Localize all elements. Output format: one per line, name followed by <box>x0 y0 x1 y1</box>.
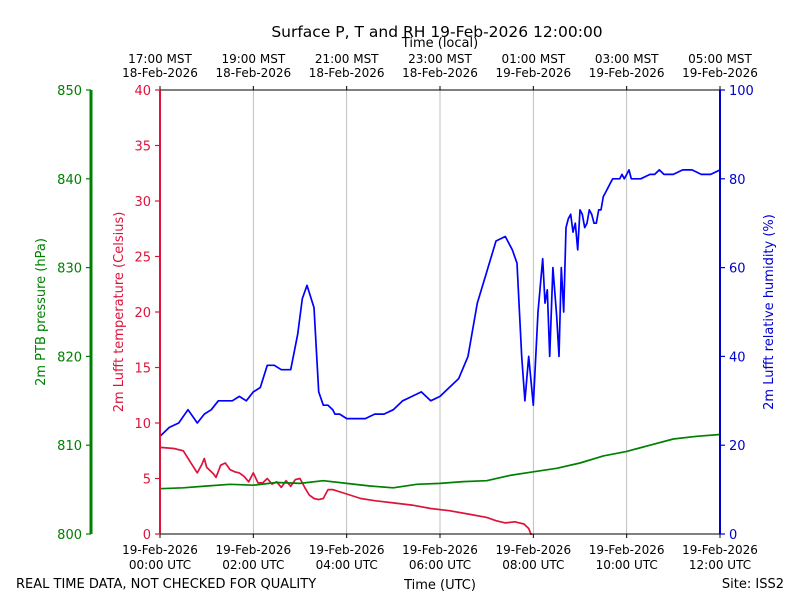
x-tick-date: 19-Feb-2026 <box>215 543 291 557</box>
top-tick-time: 05:00 MST <box>688 52 752 66</box>
temperature-axis-label: 2m Lufft temperature (Celsius) <box>112 212 127 413</box>
x-tick-time: 02:00 UTC <box>222 558 284 572</box>
humidity-tick-label: 80 <box>729 173 746 188</box>
humidity-tick-label: 20 <box>729 439 746 454</box>
temperature-tick-label: 20 <box>134 306 151 321</box>
top-tick-time: 23:00 MST <box>408 52 472 66</box>
pressure-tick-label: 810 <box>57 439 82 454</box>
top-tick-date: 18-Feb-2026 <box>122 66 198 80</box>
temperature-series-line <box>160 446 533 535</box>
pressure-tick-label: 850 <box>57 84 82 99</box>
x-gridlines <box>252 90 628 534</box>
x-tick-time: 04:00 UTC <box>316 558 378 572</box>
top-tick-date: 19-Feb-2026 <box>682 66 758 80</box>
x-tick-date: 19-Feb-2026 <box>682 543 758 557</box>
series-layer <box>160 169 720 535</box>
x-tick-date: 19-Feb-2026 <box>589 543 665 557</box>
pressure-tick-label: 840 <box>57 173 82 188</box>
humidity-tick-label: 40 <box>729 350 746 365</box>
humidity-tick-label: 60 <box>729 262 746 277</box>
bottom-x-axis-label: Time (UTC) <box>403 578 476 593</box>
top-tick-date: 18-Feb-2026 <box>215 66 291 80</box>
pressure-series-line <box>160 433 720 490</box>
site-label: Site: ISS2 <box>722 577 784 592</box>
x-tick-date: 19-Feb-2026 <box>402 543 478 557</box>
pressure-tick-label: 820 <box>57 350 82 365</box>
humidity-axis-label: 2m Lufft relative humidity (%) <box>762 214 777 410</box>
temperature-tick-label: 30 <box>134 195 151 210</box>
top-tick-date: 19-Feb-2026 <box>495 66 571 80</box>
x-tick-date: 19-Feb-2026 <box>309 543 385 557</box>
x-tick-time: 00:00 UTC <box>129 558 191 572</box>
temperature-tick-label: 15 <box>134 362 151 377</box>
x-tick-time: 10:00 UTC <box>596 558 658 572</box>
humidity-tick-label: 0 <box>729 528 737 543</box>
temperature-tick-label: 35 <box>134 140 151 155</box>
pressure-tick-label: 830 <box>57 262 82 277</box>
top-tick-time: 17:00 MST <box>128 52 192 66</box>
humidity-tick-label: 100 <box>729 84 754 99</box>
temperature-tick-label: 25 <box>134 251 151 266</box>
top-x-axis-label: Time (local) <box>401 36 478 51</box>
top-tick-date: 18-Feb-2026 <box>309 66 385 80</box>
temperature-tick-label: 0 <box>143 528 151 543</box>
x-tick-date: 19-Feb-2026 <box>122 543 198 557</box>
temperature-tick-label: 10 <box>134 417 151 432</box>
quality-disclaimer: REAL TIME DATA, NOT CHECKED FOR QUALITY <box>16 577 316 592</box>
chart-title: Surface P, T and RH 19-Feb-2026 12:00:00 <box>271 23 602 41</box>
temperature-tick-label: 5 <box>143 473 151 488</box>
top-tick-time: 21:00 MST <box>315 52 379 66</box>
humidity-series-line <box>160 169 720 437</box>
y-ticks: 800 810 820 830 840 850 0 5 10 15 20 25 30 35 40 0 20 40 6… <box>57 84 754 543</box>
temperature-tick-label: 40 <box>134 84 151 99</box>
pressure-axis-label: 2m PTB pressure (hPa) <box>34 238 49 386</box>
x-tick-time: 08:00 UTC <box>502 558 564 572</box>
top-tick-time: 01:00 MST <box>501 52 565 66</box>
top-tick-date: 18-Feb-2026 <box>402 66 478 80</box>
pressure-tick-label: 800 <box>57 528 82 543</box>
x-tick-time: 06:00 UTC <box>409 558 471 572</box>
top-tick-time: 03:00 MST <box>595 52 659 66</box>
top-tick-date: 19-Feb-2026 <box>589 66 665 80</box>
x-tick-time: 12:00 UTC <box>689 558 751 572</box>
top-tick-time: 19:00 MST <box>221 52 285 66</box>
x-tick-date: 19-Feb-2026 <box>495 543 571 557</box>
